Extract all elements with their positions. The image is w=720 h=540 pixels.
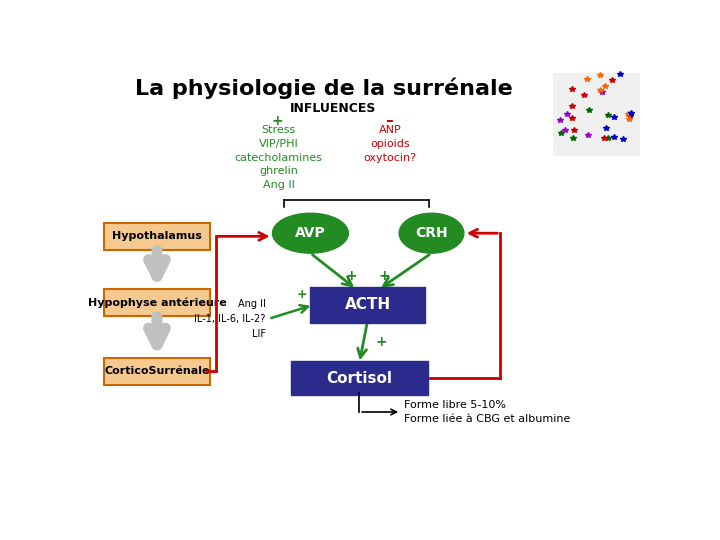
Text: VIP/PHI: VIP/PHI: [258, 139, 299, 149]
Text: INFLUENCES: INFLUENCES: [289, 102, 376, 115]
Text: Forme liée à CBG et albumine: Forme liée à CBG et albumine: [404, 414, 570, 424]
Ellipse shape: [399, 213, 464, 253]
Text: +: +: [345, 269, 356, 283]
Text: Ang II: Ang II: [263, 180, 294, 190]
Text: +: +: [376, 335, 387, 349]
FancyBboxPatch shape: [104, 289, 210, 316]
Text: Ang II: Ang II: [238, 299, 266, 309]
Text: Cortisol: Cortisol: [326, 371, 392, 386]
Text: ghrelin: ghrelin: [259, 166, 298, 176]
Text: Hypothalamus: Hypothalamus: [112, 231, 202, 241]
FancyBboxPatch shape: [104, 223, 210, 250]
Text: Forme libre 5-10%: Forme libre 5-10%: [404, 400, 506, 410]
Text: CRH: CRH: [415, 226, 448, 240]
FancyBboxPatch shape: [291, 361, 428, 395]
FancyBboxPatch shape: [104, 358, 210, 385]
Text: opioids: opioids: [370, 139, 410, 149]
Text: LIF: LIF: [252, 329, 266, 339]
Text: +: +: [379, 269, 390, 283]
Text: IL-1, IL-6, IL-2?: IL-1, IL-6, IL-2?: [194, 314, 266, 324]
Text: –: –: [384, 113, 392, 129]
Text: +: +: [297, 288, 307, 301]
Text: La physiologie de la surrénale: La physiologie de la surrénale: [135, 77, 513, 99]
Text: +: +: [271, 114, 283, 128]
Text: oxytocin?: oxytocin?: [364, 152, 417, 163]
FancyBboxPatch shape: [310, 287, 425, 322]
Text: Stress: Stress: [261, 125, 296, 135]
Text: ACTH: ACTH: [345, 298, 391, 313]
Text: Hypophyse antérieure: Hypophyse antérieure: [88, 298, 226, 308]
Ellipse shape: [272, 213, 348, 253]
Text: ANP: ANP: [379, 125, 402, 135]
Text: AVP: AVP: [295, 226, 325, 240]
Text: catecholamines: catecholamines: [235, 152, 323, 163]
Text: CorticoSurrénale: CorticoSurrénale: [104, 367, 210, 376]
Bar: [553, 73, 639, 156]
